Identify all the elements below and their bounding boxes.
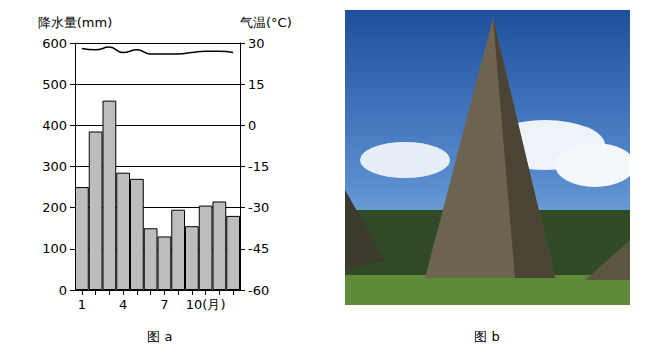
svg-text:0: 0 [248, 118, 256, 133]
svg-text:15: 15 [248, 77, 265, 92]
svg-text:600: 600 [42, 36, 67, 51]
svg-text:1: 1 [78, 297, 86, 312]
svg-text:气温(°C): 气温(°C) [240, 15, 292, 30]
svg-text:4: 4 [119, 297, 127, 312]
svg-text:300: 300 [42, 159, 67, 174]
html-text:图 b: 图 b [474, 329, 500, 344]
svg-text:200: 200 [42, 200, 67, 215]
svg-text:-30: -30 [248, 200, 269, 215]
html-text:图 a: 图 a [147, 329, 173, 344]
svg-text:-60: -60 [248, 283, 269, 298]
svg-text:100: 100 [42, 241, 67, 256]
svg-text:-45: -45 [248, 241, 269, 256]
svg-text:-15: -15 [248, 159, 269, 174]
svg-text:30: 30 [248, 36, 265, 51]
svg-text:7: 7 [160, 297, 168, 312]
svg-text:降水量(mm): 降水量(mm) [38, 15, 112, 30]
svg-text:0: 0 [59, 283, 67, 298]
svg-text:10(月): 10(月) [186, 297, 226, 312]
svg-text:500: 500 [42, 77, 67, 92]
svg-text:400: 400 [42, 118, 67, 133]
